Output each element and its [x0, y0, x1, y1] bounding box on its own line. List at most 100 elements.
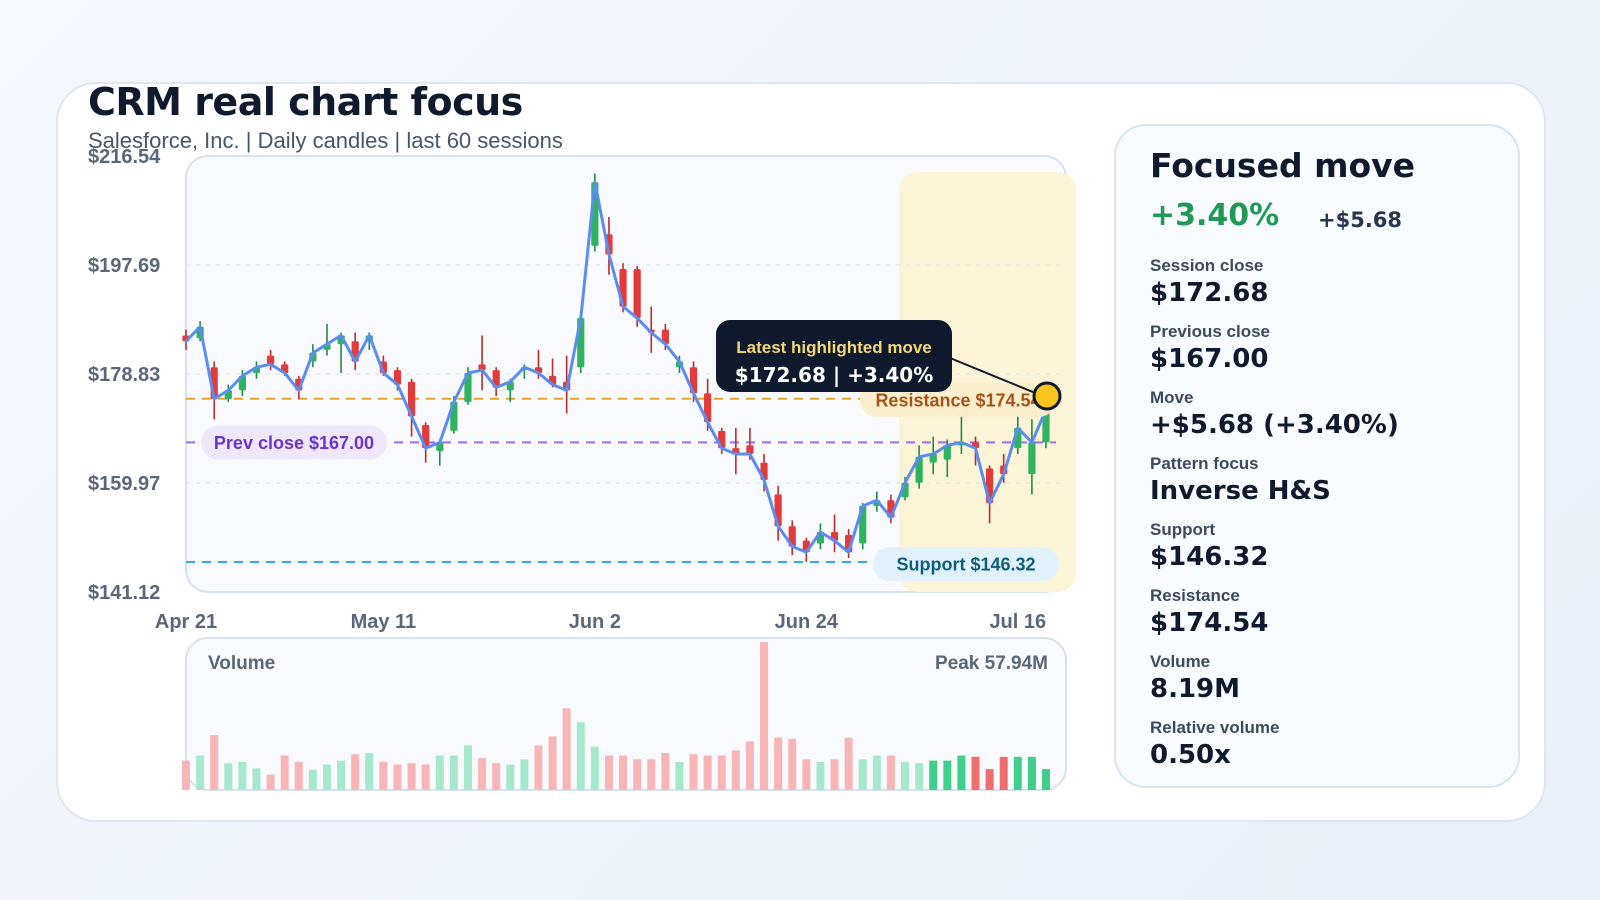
- support-label-text: Support $146.32: [896, 554, 1035, 574]
- volume-bar: [633, 759, 642, 790]
- metric-relative-volume: Relative volume 0.50x: [1150, 718, 1399, 784]
- prev-close-label-bg: [201, 425, 387, 460]
- volume-bar: [957, 755, 966, 790]
- metric-label: Session close: [1150, 256, 1264, 275]
- candle-body: [943, 445, 951, 460]
- candle-body: [407, 381, 416, 417]
- volume-bar: [604, 755, 613, 790]
- volume-bar: [393, 764, 402, 790]
- volume-bar: [407, 763, 416, 790]
- focus-panel: Focused move +3.40% +$5.68 Session close…: [1114, 124, 1520, 788]
- focus-move-absolute: +$5.68: [1318, 208, 1403, 232]
- volume-bar: [463, 745, 472, 790]
- candle-body: [1028, 442, 1036, 475]
- volume-bar: [802, 759, 811, 790]
- metric-label: Pattern focus: [1150, 454, 1259, 473]
- volume-bar: [901, 761, 910, 790]
- page-subtitle: Salesforce, Inc. | Daily candles | last …: [88, 128, 563, 153]
- volume-bar: [534, 745, 543, 790]
- volume-bar: [590, 746, 599, 790]
- volume-bar: [971, 756, 980, 790]
- metric-pattern-focus: Pattern focus Inverse H&S: [1150, 454, 1399, 520]
- volume-bar: [788, 738, 797, 790]
- page-title: CRM real chart focus: [88, 80, 523, 124]
- volume-bar: [210, 735, 219, 790]
- volume-bar: [196, 755, 205, 790]
- volume-peak-label: Peak 57.94M: [935, 653, 1048, 674]
- metric-value: $172.68: [1150, 278, 1269, 308]
- volume-bar: [703, 755, 712, 790]
- metric-value: 0.50x: [1150, 740, 1231, 770]
- candle-body: [633, 268, 641, 319]
- volume-bar: [421, 764, 430, 790]
- support-label-bg: [873, 546, 1059, 581]
- candle: [478, 335, 486, 391]
- volume-bar: [619, 755, 628, 790]
- metric-label: Relative volume: [1150, 718, 1280, 737]
- volume-bar: [745, 741, 754, 790]
- metric-value: 8.19M: [1150, 674, 1241, 704]
- metric-value: Inverse H&S: [1150, 476, 1331, 506]
- volume-label: Volume: [208, 653, 275, 674]
- focus-panel-title: Focused move: [1150, 146, 1416, 185]
- candle-body: [266, 355, 275, 365]
- volume-bar: [492, 763, 501, 790]
- close-line: [184, 180, 1048, 554]
- metric-label: Move: [1150, 388, 1194, 407]
- volume-bar: [731, 750, 740, 790]
- volume-bar: [915, 763, 924, 790]
- candle: [266, 349, 275, 371]
- candle: [1028, 419, 1036, 495]
- volume-bar: [548, 736, 557, 790]
- callout-bg: [716, 320, 952, 392]
- volume-bar: [294, 761, 303, 790]
- volume-bar: [717, 755, 726, 790]
- volume-bar: [520, 759, 529, 790]
- volume-bar: [280, 755, 289, 790]
- volume-bar: [929, 760, 938, 790]
- volume-bar: [576, 722, 585, 790]
- volume-bar: [252, 768, 261, 790]
- candle-body: [464, 373, 472, 402]
- resistance-label-text: Resistance $174.54: [875, 390, 1040, 410]
- volume-bar: [238, 761, 247, 790]
- volume-bar: [322, 764, 331, 790]
- callout-title: Latest highlighted move: [736, 338, 932, 357]
- callout-value: $172.68 | +3.40%: [735, 363, 933, 387]
- volume-bar: [337, 760, 346, 790]
- candle-body: [1042, 409, 1050, 443]
- candle: [915, 445, 923, 489]
- metric-label: Volume: [1150, 652, 1211, 671]
- x-tick-label: Jun 24: [775, 611, 839, 633]
- metric-session-close: Session close $172.68: [1150, 256, 1399, 322]
- volume-bar: [1027, 756, 1036, 790]
- candle-body: [704, 393, 712, 423]
- volume-bar: [760, 642, 769, 790]
- candle-body: [929, 453, 937, 463]
- volume-bar: [562, 708, 571, 790]
- candle-body: [915, 456, 923, 483]
- volume-bar: [478, 758, 487, 790]
- support-label: Support $146.32: [873, 546, 1059, 581]
- volume-bar: [182, 760, 190, 790]
- candle-body: [393, 370, 402, 385]
- metric-list: Session close $172.68 Previous close $16…: [1150, 256, 1399, 784]
- y-tick-label: $141.12: [88, 582, 160, 604]
- x-tick-label: Jun 2: [569, 611, 621, 633]
- y-tick-label: $178.83: [88, 364, 160, 386]
- metric-label: Previous close: [1150, 322, 1271, 341]
- metric-value: $174.54: [1150, 608, 1269, 638]
- metric-move: Move +$5.68 (+3.40%): [1150, 388, 1399, 454]
- y-tick-label: $197.69: [88, 255, 160, 277]
- metric-label: Resistance: [1150, 586, 1240, 605]
- volume-bar: [224, 763, 233, 790]
- price-chart: $216.54 $197.69 $178.83 $159.97 $141.12 Apr 2…: [88, 146, 1076, 791]
- volume-bar: [506, 764, 515, 790]
- volume-bar: [308, 769, 317, 790]
- volume-bar: [943, 760, 952, 790]
- metric-previous-close: Previous close $167.00: [1150, 322, 1399, 388]
- volume-bar: [858, 759, 867, 790]
- candle-body: [746, 445, 754, 454]
- volume-bar: [886, 755, 895, 790]
- candle-body: [661, 329, 669, 345]
